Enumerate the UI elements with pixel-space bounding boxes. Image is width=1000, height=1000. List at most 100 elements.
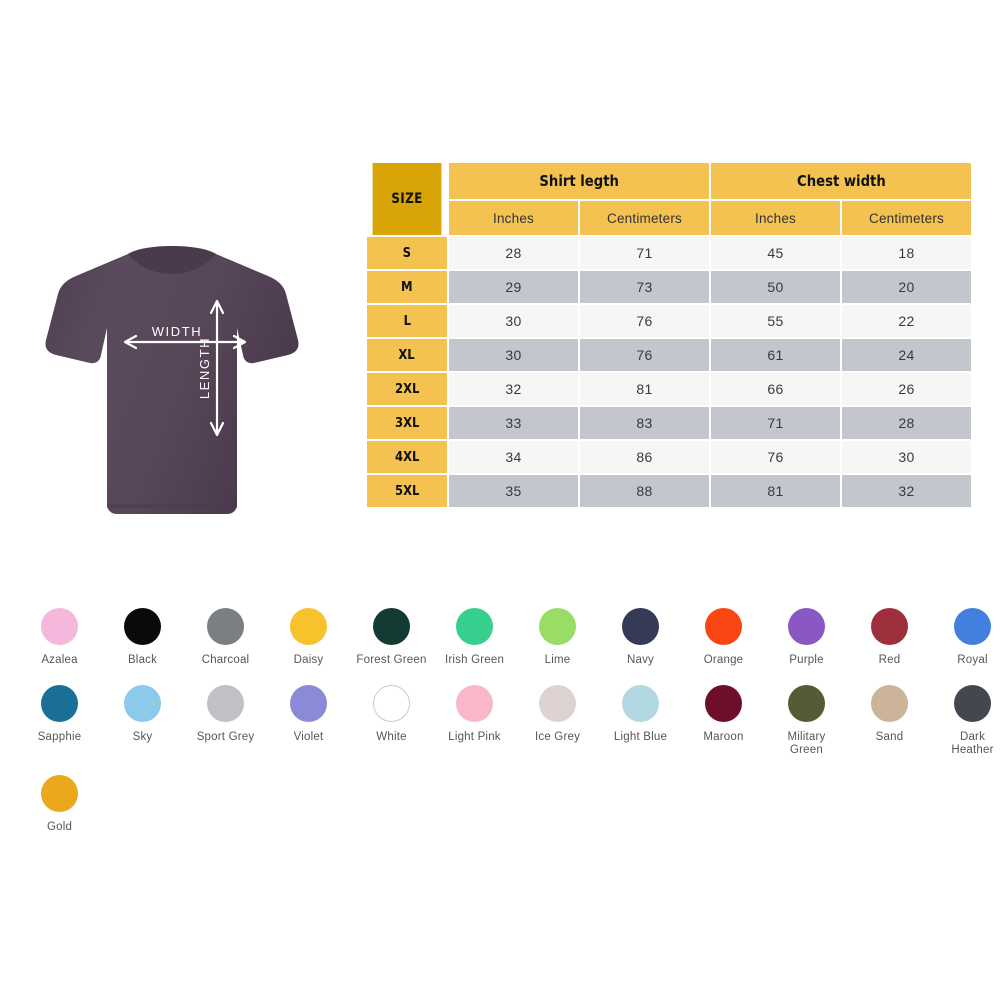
color-swatch-dot[interactable] xyxy=(41,775,78,812)
cell-chest-width-in: 71 xyxy=(711,407,841,439)
color-swatch-dot[interactable] xyxy=(373,608,410,645)
color-swatch-dot[interactable] xyxy=(954,685,991,722)
color-swatch-dot[interactable] xyxy=(622,608,659,645)
color-swatch-label: Light Blue xyxy=(613,731,668,743)
color-swatch-label: Red xyxy=(878,654,901,666)
cell-shirt-length-cm: 81 xyxy=(580,373,710,405)
cell-shirt-length-cm: 73 xyxy=(580,271,710,303)
color-swatch-row-1: Azalea Black Charcoal Daisy Forest Green Iris… xyxy=(18,608,991,667)
cell-shirt-length-in: 33 xyxy=(449,407,578,439)
color-swatch[interactable]: Royal xyxy=(931,608,1000,667)
color-swatch-dot[interactable] xyxy=(539,608,576,645)
color-swatch-dot[interactable] xyxy=(124,685,161,722)
color-swatch[interactable]: Daisy xyxy=(267,608,350,667)
cell-chest-width-in: 61 xyxy=(711,339,841,371)
table-row: S 28 71 45 18 xyxy=(367,237,972,269)
color-swatch[interactable]: Light Blue xyxy=(599,685,682,744)
color-swatch-label: Dark Heather xyxy=(951,731,994,756)
color-swatch[interactable]: Gold xyxy=(18,775,101,834)
color-swatch-dot[interactable] xyxy=(456,685,493,722)
color-swatch-dot[interactable] xyxy=(373,685,410,722)
color-swatch-label: Purple xyxy=(789,654,824,666)
cell-chest-width-in: 76 xyxy=(711,441,841,473)
color-swatch-label: Sport Grey xyxy=(196,731,255,743)
color-swatch[interactable]: Sapphie xyxy=(18,685,101,744)
color-swatch[interactable]: Navy xyxy=(599,608,682,667)
color-swatch-dot[interactable] xyxy=(124,608,161,645)
color-swatch-dot[interactable] xyxy=(41,685,78,722)
header-chest-width-inches: Inches xyxy=(711,201,841,235)
cell-shirt-length-in: 30 xyxy=(449,305,578,337)
color-swatch-label: Military Green xyxy=(787,731,826,756)
color-swatch[interactable]: Violet xyxy=(267,685,350,744)
color-swatch-dot[interactable] xyxy=(871,608,908,645)
row-size-label: 5XL xyxy=(367,475,447,507)
color-swatch[interactable]: Irish Green xyxy=(433,608,516,667)
color-swatch-dot[interactable] xyxy=(41,608,78,645)
cell-chest-width-cm: 18 xyxy=(842,237,972,269)
color-swatch[interactable]: Red xyxy=(848,608,931,667)
header-shirt-length-centimeters: Centimeters xyxy=(580,201,710,235)
width-arrow-label: WIDTH xyxy=(152,324,203,339)
row-size-label: 4XL xyxy=(367,441,447,473)
color-swatch-dot[interactable] xyxy=(705,685,742,722)
color-swatch-dot[interactable] xyxy=(705,608,742,645)
color-swatch-label: Navy xyxy=(626,654,654,666)
color-swatch[interactable]: Maroon xyxy=(682,685,765,744)
row-size-label: 3XL xyxy=(367,407,447,439)
size-chart-table: SIZE Shirt legth Chest width Inches Cent… xyxy=(365,161,973,509)
color-swatch-label: Violet xyxy=(293,731,324,743)
color-swatch[interactable]: Lime xyxy=(516,608,599,667)
cell-shirt-length-in: 28 xyxy=(449,237,578,269)
cell-chest-width-cm: 24 xyxy=(842,339,972,371)
table-row: M 29 73 50 20 xyxy=(367,271,972,303)
color-swatch-label: Lime xyxy=(544,654,571,666)
color-swatch-area: Azalea Black Charcoal Daisy Forest Green Iris… xyxy=(18,608,993,834)
length-arrow xyxy=(209,299,225,437)
color-swatch[interactable]: Sky xyxy=(101,685,184,744)
color-swatch-dot[interactable] xyxy=(207,685,244,722)
color-swatch-dot[interactable] xyxy=(871,685,908,722)
color-swatch-dot[interactable] xyxy=(456,608,493,645)
color-swatch[interactable]: Ice Grey xyxy=(516,685,599,744)
color-swatch[interactable]: Sport Grey xyxy=(184,685,267,744)
color-swatch[interactable]: Dark Heather xyxy=(931,685,1000,757)
color-swatch[interactable]: Black xyxy=(101,608,184,667)
color-swatch[interactable]: Purple xyxy=(765,608,848,667)
color-swatch[interactable]: White xyxy=(350,685,433,744)
color-swatch-label: Royal xyxy=(957,654,988,666)
color-swatch-dot[interactable] xyxy=(539,685,576,722)
size-chart-header: SIZE Shirt legth Chest width Inches Cent… xyxy=(367,163,972,235)
color-swatch[interactable]: Sand xyxy=(848,685,931,744)
cell-chest-width-cm: 22 xyxy=(842,305,972,337)
color-swatch[interactable]: Azalea xyxy=(18,608,101,667)
color-swatch-label: White xyxy=(376,731,407,743)
color-swatch-dot[interactable] xyxy=(788,608,825,645)
cell-chest-width-cm: 30 xyxy=(842,441,972,473)
cell-shirt-length-cm: 76 xyxy=(580,305,710,337)
color-swatch-dot[interactable] xyxy=(207,608,244,645)
header-shirt-length: Shirt legth xyxy=(449,163,710,199)
cell-chest-width-in: 81 xyxy=(711,475,841,507)
shirt-measurement-figure: WIDTH LENGTH xyxy=(22,232,322,532)
cell-shirt-length-in: 30 xyxy=(449,339,578,371)
shirt-svg: WIDTH LENGTH xyxy=(45,246,299,514)
color-swatch-dot[interactable] xyxy=(954,608,991,645)
color-swatch-label: Black xyxy=(127,654,158,666)
color-swatch[interactable]: Light Pink xyxy=(433,685,516,744)
cell-chest-width-cm: 28 xyxy=(842,407,972,439)
color-swatch-label: Daisy xyxy=(293,654,324,666)
color-swatch[interactable]: Charcoal xyxy=(184,608,267,667)
color-swatch-dot[interactable] xyxy=(290,608,327,645)
cell-shirt-length-cm: 83 xyxy=(580,407,710,439)
color-swatch-dot[interactable] xyxy=(290,685,327,722)
color-swatch[interactable]: Military Green xyxy=(765,685,848,757)
color-swatch[interactable]: Orange xyxy=(682,608,765,667)
color-swatch-label: Ice Grey xyxy=(534,731,581,743)
color-swatch-dot[interactable] xyxy=(788,685,825,722)
cell-chest-width-cm: 26 xyxy=(842,373,972,405)
color-swatch[interactable]: Forest Green xyxy=(350,608,433,667)
cell-chest-width-cm: 20 xyxy=(842,271,972,303)
color-swatch-dot[interactable] xyxy=(622,685,659,722)
cell-shirt-length-in: 35 xyxy=(449,475,578,507)
